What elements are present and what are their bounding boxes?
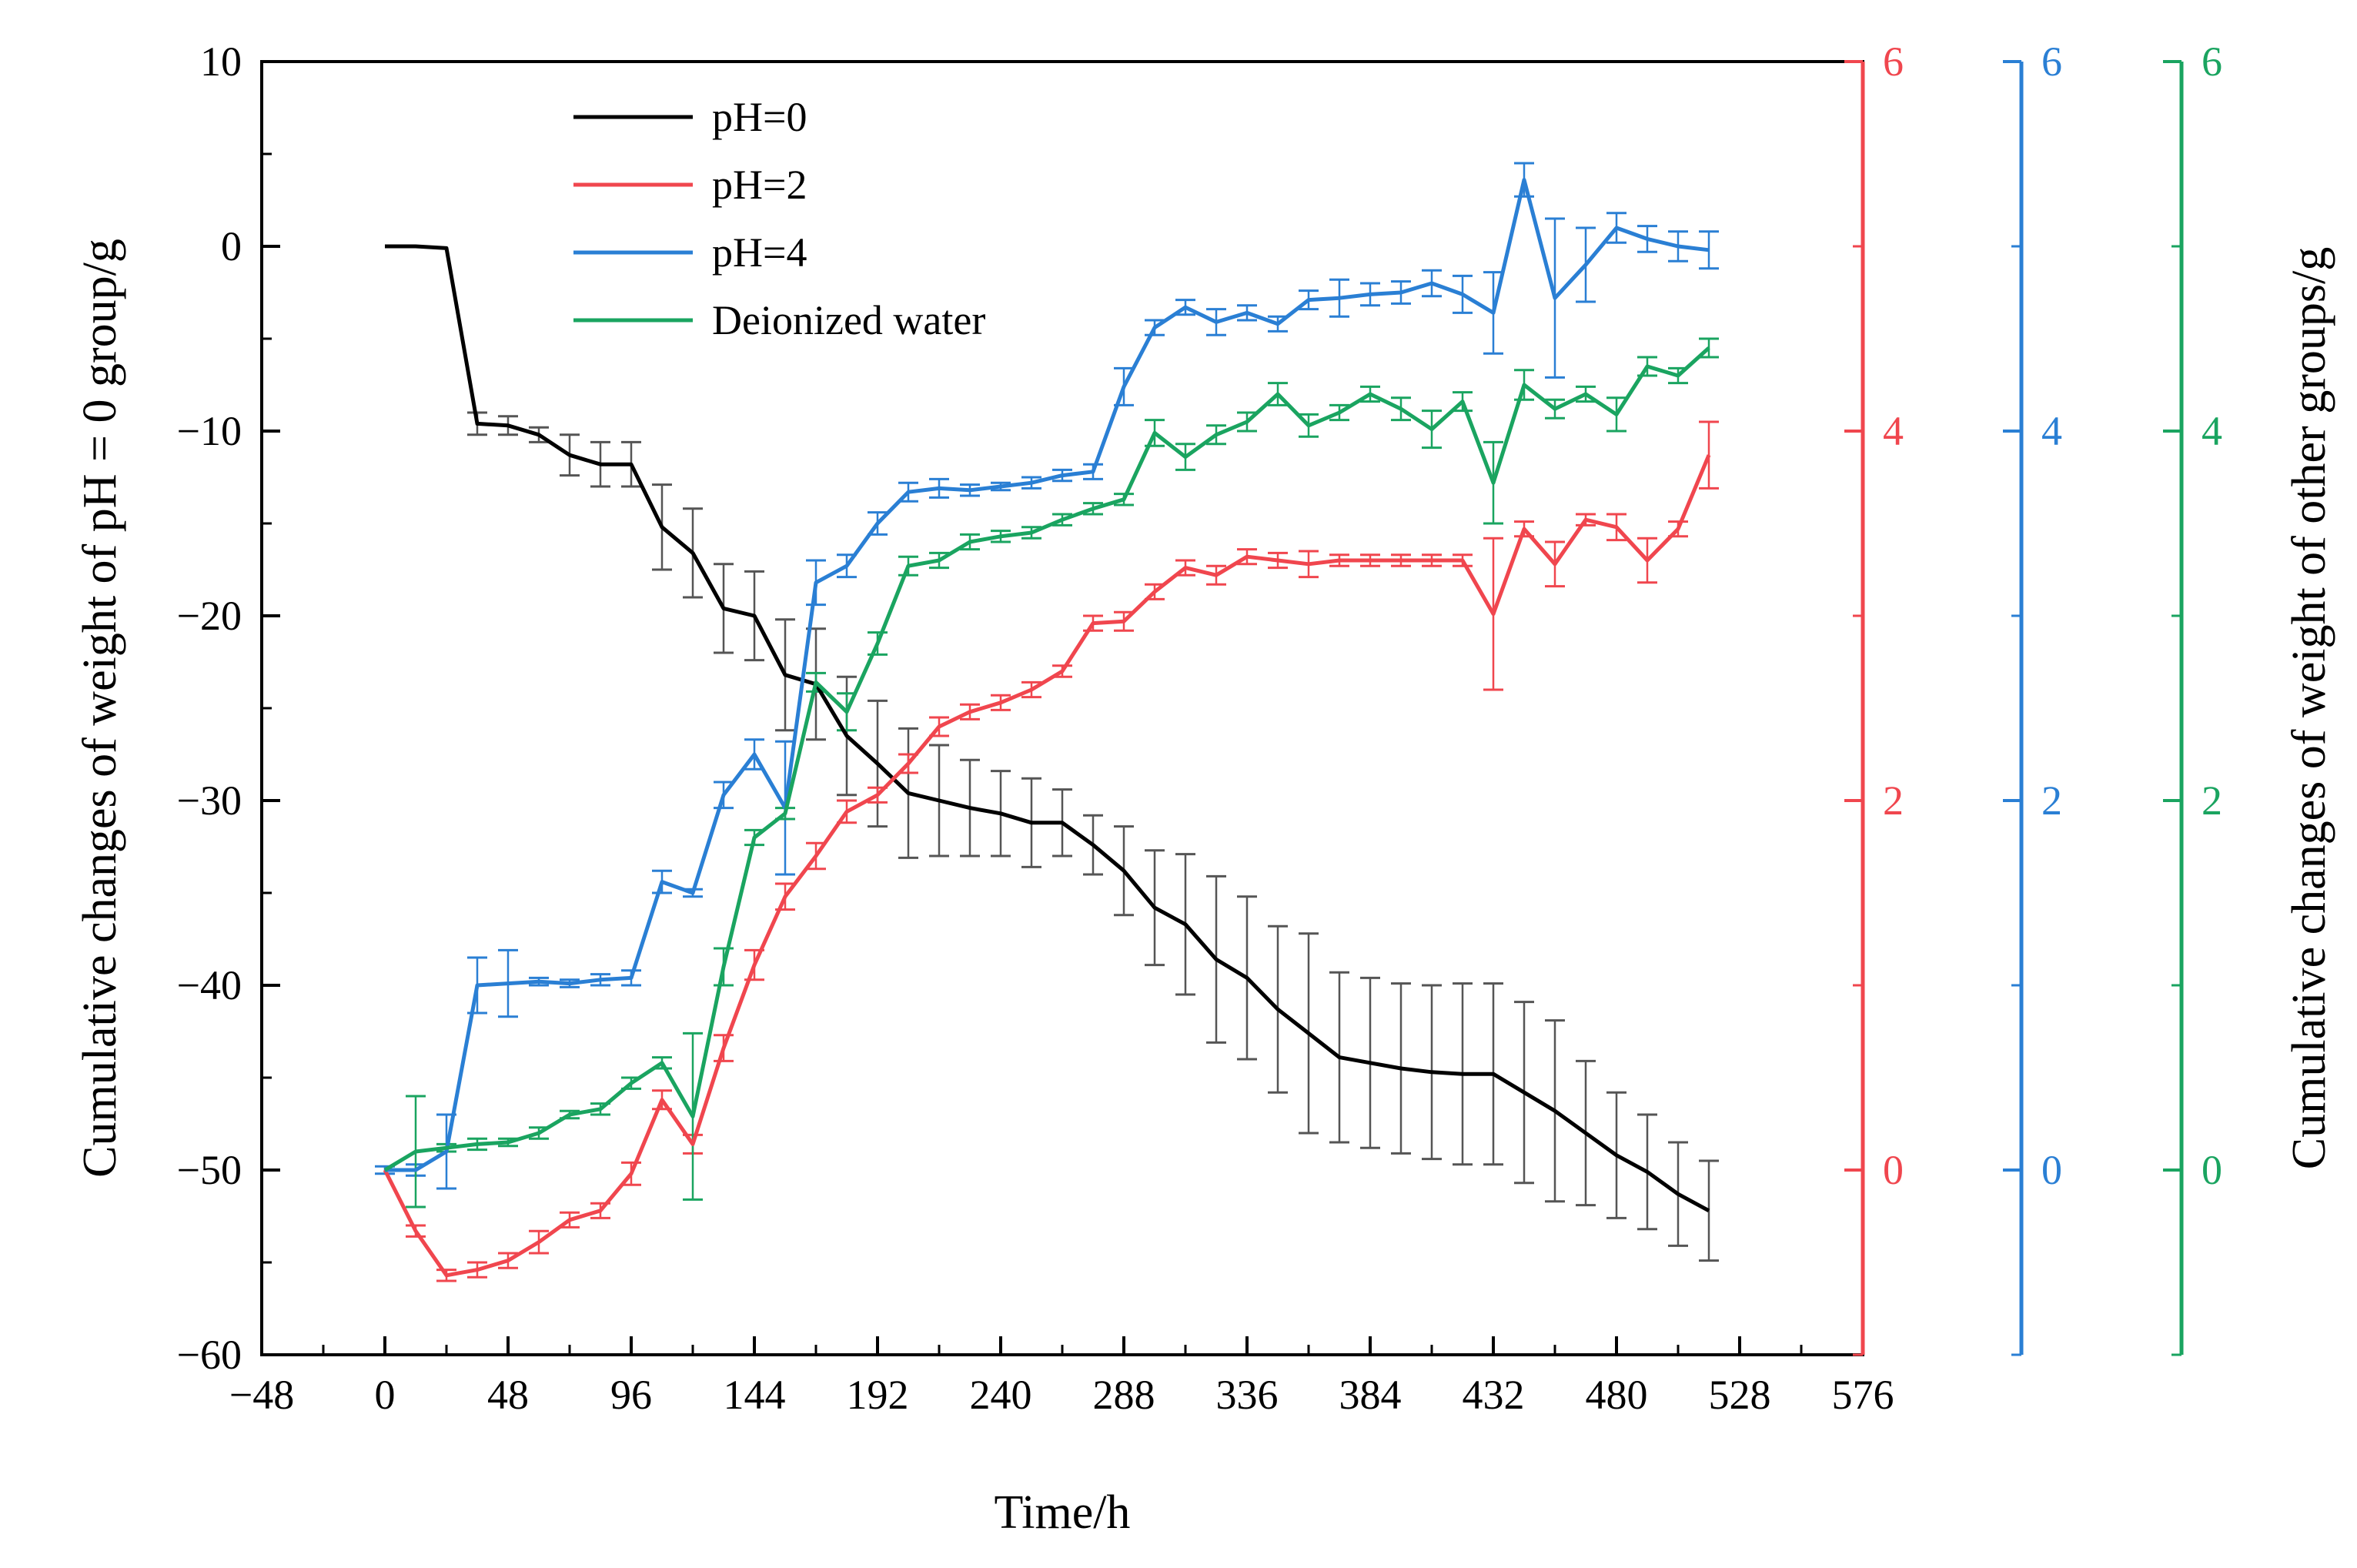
x-tick-label: 336 <box>1216 1372 1279 1418</box>
x-tick-label: 384 <box>1339 1372 1402 1418</box>
x-tick-label: 0 <box>375 1372 396 1418</box>
x-tick-label: 480 <box>1586 1372 1648 1418</box>
axis-ticks: −48 0 48 96 144 192 240 288 336 384 432 480 528 57610… <box>177 38 2222 1418</box>
blue-axis-tick-label: 0 <box>2041 1147 2062 1193</box>
x-tick-label: 528 <box>1709 1372 1771 1418</box>
series-line-1 <box>383 454 1711 1278</box>
series-line-2 <box>385 178 1710 1172</box>
legend-label-ph4: pH=4 <box>712 229 807 276</box>
legend: pH=0 pH=2 pH=4 Deionized water <box>573 94 985 343</box>
red-axis-tick-label: 6 <box>1883 38 1904 85</box>
x-tick-label: 288 <box>1093 1372 1155 1418</box>
green-axis-tick-label: 4 <box>2202 408 2222 454</box>
left-axis-tick-label: 0 <box>221 223 242 269</box>
left-axis-tick-label: −20 <box>177 593 242 639</box>
x-tick-label: 48 <box>487 1372 529 1418</box>
left-axis-tick-label: −40 <box>177 962 242 1008</box>
x-axis-title: Time/h <box>995 1486 1131 1539</box>
series-lines <box>383 178 1711 1278</box>
y-axis-title-left: Cumulative changes of weight of pH = 0 g… <box>74 239 126 1178</box>
x-tick-label: 432 <box>1463 1372 1525 1418</box>
left-axis-tick-label: −30 <box>177 777 242 824</box>
red-axis-tick-label: 0 <box>1883 1147 1904 1193</box>
green-axis-tick-label: 0 <box>2202 1147 2222 1193</box>
blue-axis-tick-label: 4 <box>2041 408 2062 454</box>
left-axis-tick-label: −60 <box>177 1332 242 1378</box>
legend-label-water: Deionized water <box>712 297 985 343</box>
x-tick-label: 96 <box>610 1372 652 1418</box>
left-axis-tick-label: 10 <box>200 38 242 85</box>
legend-label-ph2: pH=2 <box>712 162 807 208</box>
green-axis-tick-label: 2 <box>2202 777 2222 824</box>
blue-axis-tick-label: 2 <box>2041 777 2062 824</box>
red-axis-tick-label: 2 <box>1883 777 1904 824</box>
blue-axis-tick-label: 6 <box>2041 38 2062 85</box>
x-tick-label: 240 <box>970 1372 1032 1418</box>
x-tick-label: 576 <box>1832 1372 1894 1418</box>
plot-frame <box>260 60 1864 1356</box>
left-axis-tick-label: −50 <box>177 1147 242 1193</box>
left-axis-tick-label: −10 <box>177 408 242 454</box>
series-line-0 <box>385 244 1710 1212</box>
x-tick-label: −48 <box>229 1372 294 1418</box>
legend-label-ph0: pH=0 <box>712 94 807 140</box>
green-axis-tick-label: 6 <box>2202 38 2222 85</box>
x-tick-label: 192 <box>847 1372 909 1418</box>
x-tick-label: 144 <box>724 1372 786 1418</box>
series-line-3 <box>383 346 1710 1172</box>
red-axis-tick-label: 4 <box>1883 408 1904 454</box>
y-axis-title-right: Cumulative changes of weight of other gr… <box>2283 247 2335 1169</box>
